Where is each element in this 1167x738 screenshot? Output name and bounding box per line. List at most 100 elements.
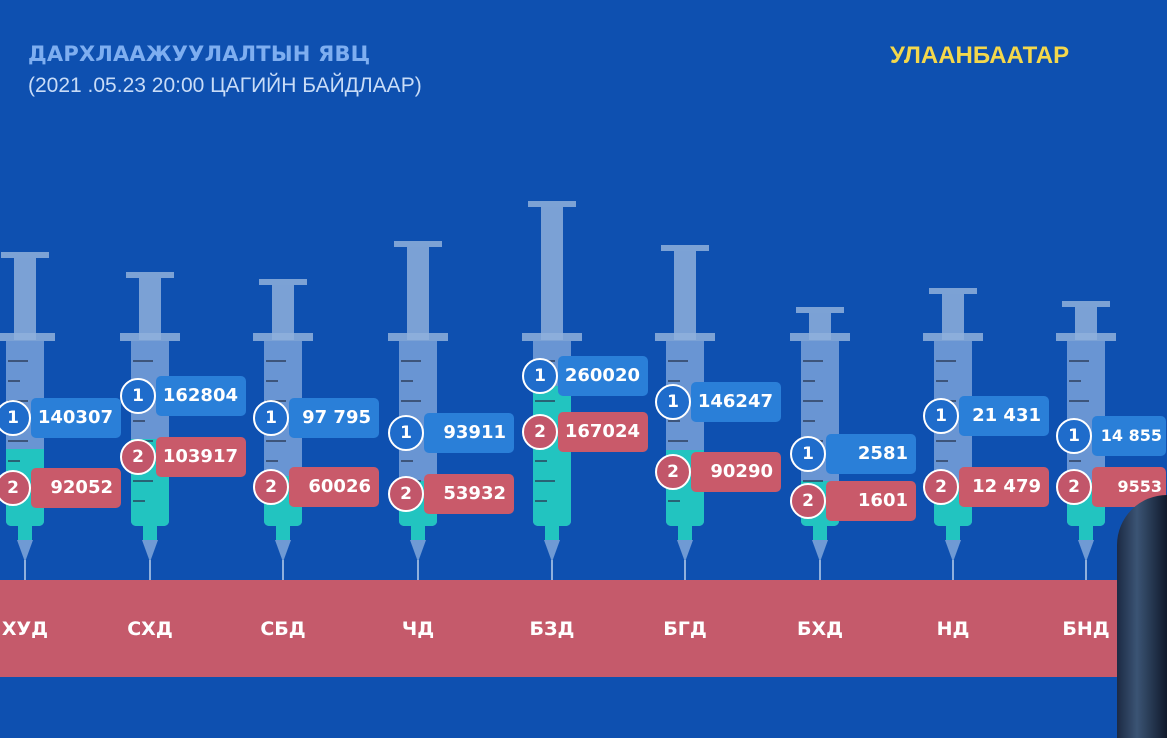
plunger-cap bbox=[259, 279, 307, 285]
dose2-marker: 2 bbox=[923, 469, 959, 505]
needle-hub bbox=[143, 526, 157, 540]
dose1-marker: 1 bbox=[253, 400, 289, 436]
dose1-marker: 1 bbox=[655, 384, 691, 420]
dose2-marker: 2 bbox=[655, 454, 691, 490]
scale-tick bbox=[803, 480, 823, 482]
barrel-flange bbox=[388, 333, 448, 341]
scale-tick bbox=[803, 380, 815, 382]
dose1-badge: 21 431 bbox=[959, 396, 1049, 436]
district-label: СХД bbox=[127, 618, 173, 640]
plunger-rod bbox=[139, 278, 161, 340]
district-band bbox=[0, 580, 1167, 677]
dose2-marker: 2 bbox=[0, 470, 31, 506]
district-label: БХД bbox=[796, 618, 844, 640]
scale-tick bbox=[401, 360, 421, 362]
plunger-cap bbox=[528, 201, 576, 207]
dose2-marker: 2 bbox=[790, 483, 826, 519]
barrel-flange bbox=[120, 333, 180, 341]
needle-tip bbox=[410, 540, 426, 562]
dose1-badge: 2581 bbox=[826, 434, 916, 474]
dose1-badge: 146247 bbox=[691, 382, 781, 422]
dose2-badge: 12 479 bbox=[959, 467, 1049, 507]
needle-hub bbox=[545, 526, 559, 540]
needle-hub bbox=[678, 526, 692, 540]
dose1-badge: 14 855 bbox=[1092, 416, 1166, 456]
scale-tick bbox=[535, 460, 547, 462]
dose1-marker: 1 bbox=[790, 436, 826, 472]
dose2-badge: 60026 bbox=[289, 467, 379, 507]
plunger-rod bbox=[272, 285, 294, 340]
dose2-badge: 103917 bbox=[156, 437, 246, 477]
needle-hub bbox=[946, 526, 960, 540]
district-label: СБД bbox=[260, 618, 306, 640]
plunger-cap bbox=[929, 288, 977, 294]
scale-tick bbox=[401, 460, 413, 462]
chart-subtitle: (2021 .05.23 20:00 ЦАГИЙН БАЙДЛААР) bbox=[28, 74, 422, 97]
dose1-marker: 1 bbox=[0, 400, 31, 436]
dose2-badge: 53932 bbox=[424, 474, 514, 514]
needle-tip bbox=[142, 540, 158, 562]
needle-tip bbox=[1078, 540, 1094, 562]
scale-tick bbox=[668, 440, 688, 442]
scale-tick bbox=[8, 380, 20, 382]
plunger-rod bbox=[14, 258, 36, 340]
scale-tick bbox=[668, 420, 680, 422]
plunger-rod bbox=[674, 251, 696, 340]
barrel-fill bbox=[533, 386, 571, 526]
scale-tick bbox=[266, 460, 278, 462]
needle-hub bbox=[18, 526, 32, 540]
dose2-marker: 2 bbox=[1056, 469, 1092, 505]
dose2-badge: 167024 bbox=[558, 412, 648, 452]
dose1-badge: 93911 bbox=[424, 413, 514, 453]
barrel-flange bbox=[522, 333, 582, 341]
dose1-badge: 162804 bbox=[156, 376, 246, 416]
barrel-flange bbox=[790, 333, 850, 341]
dose1-badge: 260020 bbox=[558, 356, 648, 396]
scale-tick bbox=[936, 460, 948, 462]
scale-tick bbox=[668, 380, 680, 382]
needle-hub bbox=[1079, 526, 1093, 540]
barrel-flange bbox=[655, 333, 715, 341]
dose1-marker: 1 bbox=[120, 378, 156, 414]
plunger-cap bbox=[796, 307, 844, 313]
needle bbox=[684, 560, 686, 580]
dose1-marker: 1 bbox=[388, 415, 424, 451]
needle bbox=[551, 560, 553, 580]
scale-tick bbox=[535, 500, 547, 502]
district-label: БНД bbox=[1062, 618, 1110, 640]
scale-tick bbox=[266, 440, 286, 442]
scale-tick bbox=[936, 380, 948, 382]
scale-tick bbox=[133, 480, 153, 482]
scale-tick bbox=[8, 360, 28, 362]
dose2-marker: 2 bbox=[388, 476, 424, 512]
barrel-flange bbox=[253, 333, 313, 341]
needle-tip bbox=[544, 540, 560, 562]
scale-tick bbox=[1069, 460, 1081, 462]
dose1-marker: 1 bbox=[522, 358, 558, 394]
chart-title: ДАРХЛААЖУУЛАЛТЫН ЯВЦ bbox=[28, 42, 371, 66]
scale-tick bbox=[1069, 360, 1089, 362]
scale-tick bbox=[803, 420, 815, 422]
plunger-cap bbox=[1, 252, 49, 258]
scale-tick bbox=[1069, 380, 1081, 382]
city-title: УЛААНБААТАР bbox=[890, 42, 1070, 69]
plunger-cap bbox=[1062, 301, 1110, 307]
dose2-marker: 2 bbox=[522, 414, 558, 450]
scale-tick bbox=[535, 400, 555, 402]
dose2-badge: 1601 bbox=[826, 481, 916, 521]
dose2-badge: 92052 bbox=[31, 468, 121, 508]
scale-tick bbox=[535, 480, 555, 482]
scale-tick bbox=[936, 360, 956, 362]
needle-hub bbox=[813, 526, 827, 540]
plunger-cap bbox=[126, 272, 174, 278]
needle-tip bbox=[275, 540, 291, 562]
needle-tip bbox=[945, 540, 961, 562]
scale-tick bbox=[133, 500, 145, 502]
needle bbox=[282, 560, 284, 580]
district-label: НД bbox=[936, 618, 970, 640]
needle bbox=[952, 560, 954, 580]
dose2-marker: 2 bbox=[253, 469, 289, 505]
scale-tick bbox=[133, 360, 153, 362]
scale-tick bbox=[401, 400, 421, 402]
plunger-rod bbox=[1075, 307, 1097, 340]
